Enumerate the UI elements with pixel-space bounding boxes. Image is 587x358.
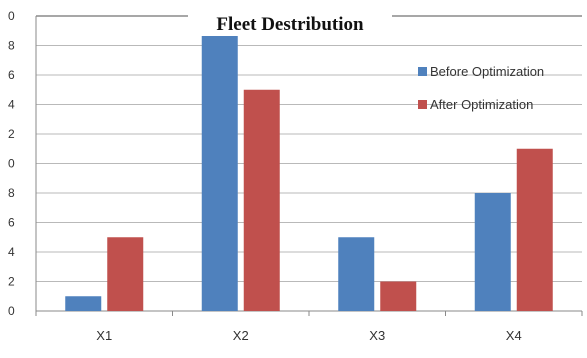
y-tick-label: 0: [8, 157, 15, 171]
bar-x1-series-1: [65, 296, 102, 311]
bar-x1-series-2: [107, 237, 144, 311]
y-tick-label: 2: [8, 127, 15, 141]
x-category-label: X2: [233, 328, 249, 343]
x-category-label: X4: [506, 328, 522, 343]
y-tick-label: 8: [8, 39, 15, 53]
x-category-label: X3: [369, 328, 385, 343]
legend-swatch: [418, 100, 427, 109]
legend-label: Before Optimization: [430, 64, 544, 79]
y-tick-label: 6: [8, 216, 15, 230]
bar-x3-series-1: [338, 237, 375, 311]
bar-x2-series-2: [243, 89, 280, 311]
x-category-label: X1: [96, 328, 112, 343]
bar-x3-series-2: [380, 281, 417, 311]
y-tick-label: 4: [8, 245, 15, 259]
y-tick-label: 2: [8, 275, 15, 289]
y-tick-label: 6: [8, 68, 15, 82]
bar-x4-series-1: [474, 193, 511, 311]
bar-x4-series-2: [516, 148, 553, 311]
y-tick-label: 8: [8, 186, 15, 200]
axis-labels: 0 2 4 6 8 0 2 4 6 8 0 X1 X2 X3 X4: [8, 9, 522, 343]
y-tick-label: 0: [8, 9, 15, 23]
bars: [65, 30, 553, 311]
y-tick-label: 0: [8, 304, 15, 318]
legend: Before Optimization After Optimization: [418, 64, 544, 112]
chart-title: Fleet Destribution: [188, 14, 392, 36]
legend-swatch: [418, 67, 427, 76]
y-tick-label: 4: [8, 98, 15, 112]
legend-label: After Optimization: [430, 97, 533, 112]
bar-x2-series-1: [201, 30, 238, 311]
